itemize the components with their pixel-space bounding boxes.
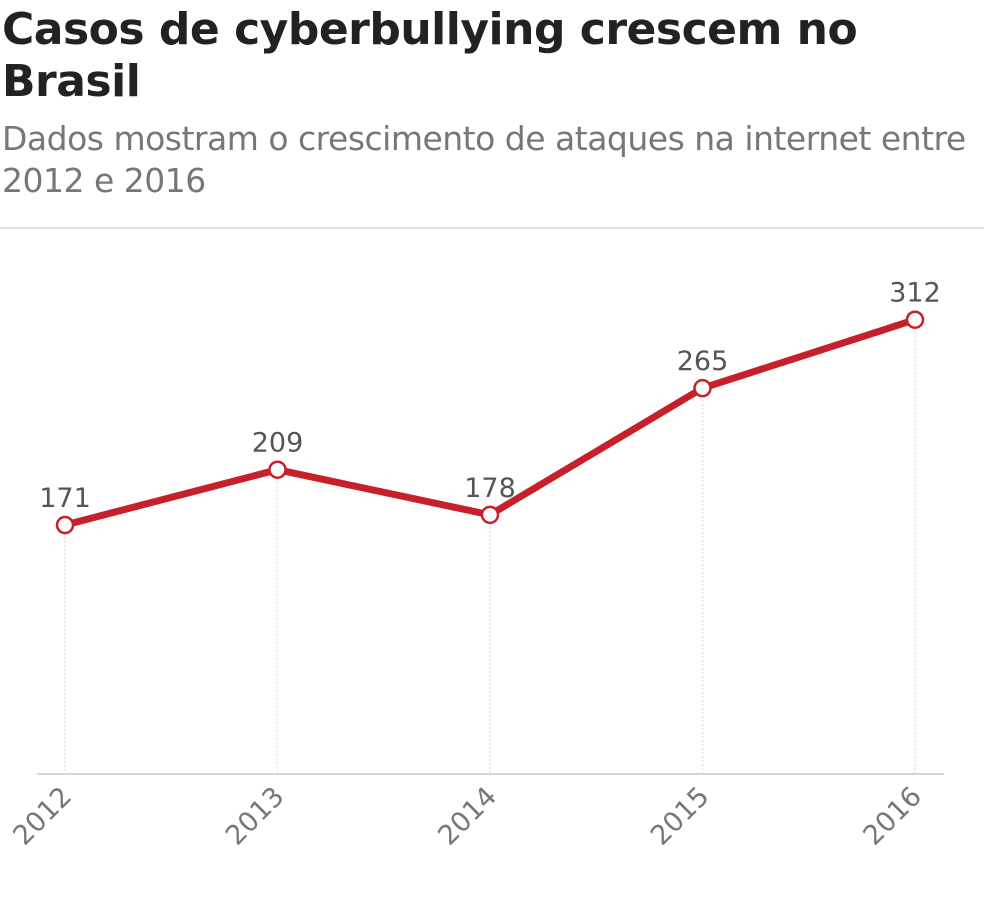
chart-title: Casos de cyberbullying crescem no Brasil bbox=[2, 4, 858, 107]
data-point-2012 bbox=[55, 515, 75, 535]
x-tick-label-2012: 2012 bbox=[7, 781, 78, 852]
data-point-2014 bbox=[480, 505, 500, 525]
chart-subtitle: Dados mostram o crescimento de ataques n… bbox=[2, 119, 966, 200]
data-point-2013 bbox=[268, 460, 287, 479]
x-tick-label-2013: 2013 bbox=[220, 781, 291, 852]
data-label-2013: 209 bbox=[252, 428, 304, 459]
x-tick-label-2015: 2015 bbox=[645, 781, 716, 852]
header-divider bbox=[0, 227, 984, 229]
data-label-2016: 312 bbox=[889, 278, 941, 309]
data-point-2016 bbox=[905, 310, 925, 329]
data-point-2015 bbox=[693, 378, 712, 398]
x-tick-label-2014: 2014 bbox=[432, 781, 503, 852]
x-tick-label-2016: 2016 bbox=[857, 781, 928, 852]
data-label-2015: 265 bbox=[677, 346, 729, 377]
data-label-2012: 171 bbox=[39, 483, 91, 514]
data-label-2014: 178 bbox=[464, 473, 516, 504]
